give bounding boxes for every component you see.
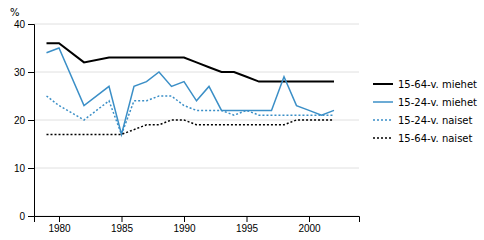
- tick: 0: [19, 211, 34, 222]
- grid-line: [34, 72, 359, 73]
- legend-item: 15-64-v. naiset: [373, 133, 473, 144]
- grid: [34, 24, 359, 216]
- grid-line: [34, 24, 359, 25]
- tick: 30: [14, 67, 34, 78]
- legend-swatch: [373, 83, 393, 85]
- series-line: [47, 96, 335, 134]
- tick-mark: [309, 216, 310, 222]
- y-axis: 0 10 20 30 40: [14, 19, 35, 222]
- legend-label: 15-64-v. naiset: [398, 133, 473, 144]
- tick: 1980: [48, 216, 71, 234]
- tick-label: 1990: [173, 223, 196, 234]
- tick-mark: [122, 216, 123, 222]
- tick-mark: [28, 72, 34, 73]
- tick: 1990: [173, 216, 196, 234]
- axis-domain: [28, 25, 35, 217]
- tick-label: 2000: [298, 223, 321, 234]
- legend-label: 15-64-v. miehet: [398, 79, 477, 90]
- tick-mark: [28, 24, 34, 25]
- tick-label: 40: [14, 19, 26, 30]
- chart-container: 1980 1985 1990 1995 2000 0 10 20 30 40% 15-64-v. m…: [0, 0, 484, 240]
- legend-item: 15-24-v. naiset: [373, 115, 473, 126]
- series-line: [47, 120, 335, 134]
- tick: 40: [14, 19, 34, 30]
- tick-mark: [247, 216, 248, 222]
- legend-swatch: [373, 137, 393, 139]
- tick-mark: [184, 216, 185, 222]
- legend-swatch: [373, 101, 393, 103]
- series-line: [47, 43, 335, 81]
- tick: 20: [14, 115, 34, 126]
- legend-swatch: [373, 119, 393, 121]
- legend-label: 15-24-v. miehet: [398, 97, 477, 108]
- tick: 2000: [298, 216, 321, 234]
- legend-label: 15-24-v. naiset: [398, 115, 473, 126]
- tick-label: 10: [14, 163, 26, 174]
- tick-label: 30: [14, 67, 26, 78]
- series-line: [47, 48, 335, 134]
- legend-item: 15-64-v. miehet: [373, 79, 477, 90]
- tick-mark: [28, 168, 34, 169]
- tick-mark: [59, 216, 60, 222]
- axis-domain: [35, 217, 360, 223]
- tick-label: 20: [14, 115, 26, 126]
- tick-mark: [28, 216, 34, 217]
- tick-label: 0: [19, 211, 25, 222]
- legend: 15-64-v. miehet 15-24-v. miehet 15-24-v. n…: [373, 79, 477, 144]
- legend-item: 15-24-v. miehet: [373, 97, 477, 108]
- grid-line: [34, 168, 359, 169]
- tick: 1995: [236, 216, 259, 234]
- chart-svg: 1980 1985 1990 1995 2000 0 10 20 30 40% 15-64-v. m…: [0, 0, 484, 240]
- tick-label: 1995: [236, 223, 259, 234]
- tick-label: 1985: [111, 223, 134, 234]
- tick-label: 1980: [48, 223, 71, 234]
- plot: 1980 1985 1990 1995 2000 0 10 20 30 40: [14, 19, 360, 234]
- tick: 1985: [111, 216, 134, 234]
- y-axis-label: %: [10, 7, 20, 18]
- lines: [47, 43, 335, 134]
- x-axis: 1980 1985 1990 1995 2000: [35, 216, 360, 234]
- tick: 10: [14, 163, 34, 174]
- tick-mark: [28, 120, 34, 121]
